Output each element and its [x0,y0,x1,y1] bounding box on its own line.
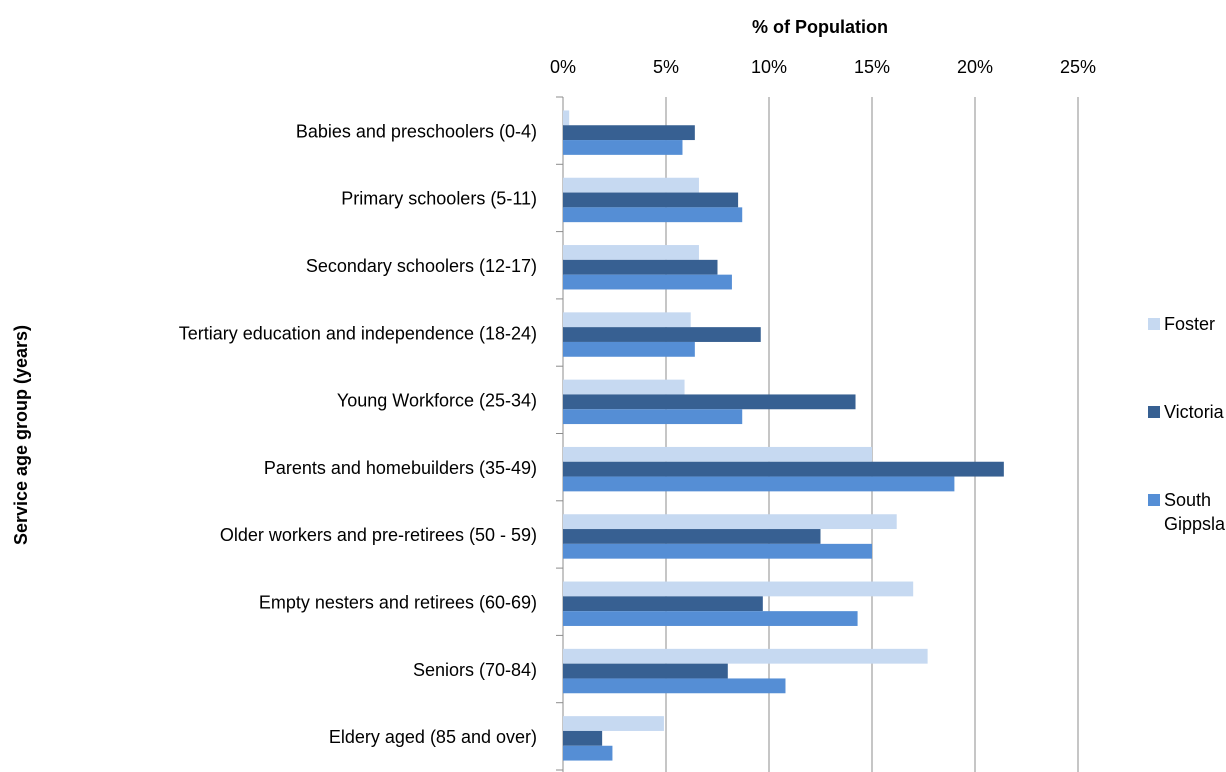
bar [563,514,897,530]
y-tick-label: Parents and homebuilders (35-49) [264,458,537,478]
y-tick-label: Seniors (70-84) [413,660,537,680]
bar [563,461,1004,477]
y-tick-label: Secondary schoolers (12-17) [306,256,537,276]
bar [563,312,691,328]
legend-label: Victoria [1164,402,1224,422]
legend-swatch [1148,406,1160,418]
x-tick-label: 15% [854,57,890,77]
bar [563,379,685,395]
bar [563,140,683,155]
bar [563,678,786,694]
bar [563,648,928,664]
bar [563,125,695,141]
x-tick-label: 25% [1060,57,1096,77]
y-tick-label: Empty nesters and retirees (60-69) [259,593,537,613]
x-tick-label: 10% [751,57,787,77]
bar [563,394,856,410]
bar [563,529,821,544]
bar [563,327,761,342]
bar [563,341,695,357]
y-tick-label: Primary schoolers (5-11) [341,189,537,209]
y-tick-label: Eldery aged (85 and over) [329,727,537,747]
legend-item: South Gippsland [1148,488,1226,536]
y-tick-label: Young Workforce (25-34) [337,391,537,411]
bar [563,245,699,260]
legend-swatch [1148,494,1160,506]
legend-swatch [1148,318,1160,330]
bar [563,274,732,290]
legend-label: Foster [1164,314,1216,334]
bar [563,730,603,746]
y-axis-title: Service age group (years) [11,325,31,545]
legend-item: Foster [1148,312,1226,336]
bar [563,110,570,126]
x-tick-label: 5% [653,57,679,77]
y-tick-label: Babies and preschoolers (0-4) [296,121,537,141]
bar [563,409,743,425]
bar [563,446,872,462]
bar [563,543,872,559]
x-tick-label: 0% [550,57,576,77]
bar [563,611,858,626]
bar [563,476,955,492]
x-tick-label: 20% [957,57,993,77]
y-tick-label: Older workers and pre-retirees (50 - 59) [220,525,537,545]
bar [563,207,743,223]
y-tick-label: Tertiary education and independence (18-… [179,323,537,343]
bar [563,745,613,761]
legend-label: South Gippsland [1164,490,1226,534]
bar [563,581,914,597]
bar [563,663,728,679]
legend-item: Victoria [1148,400,1226,424]
bar [563,716,664,731]
x-axis-title: % of Population [752,17,888,37]
bar [563,596,763,612]
bar [563,259,718,275]
bar [563,192,739,208]
bar [563,177,699,193]
